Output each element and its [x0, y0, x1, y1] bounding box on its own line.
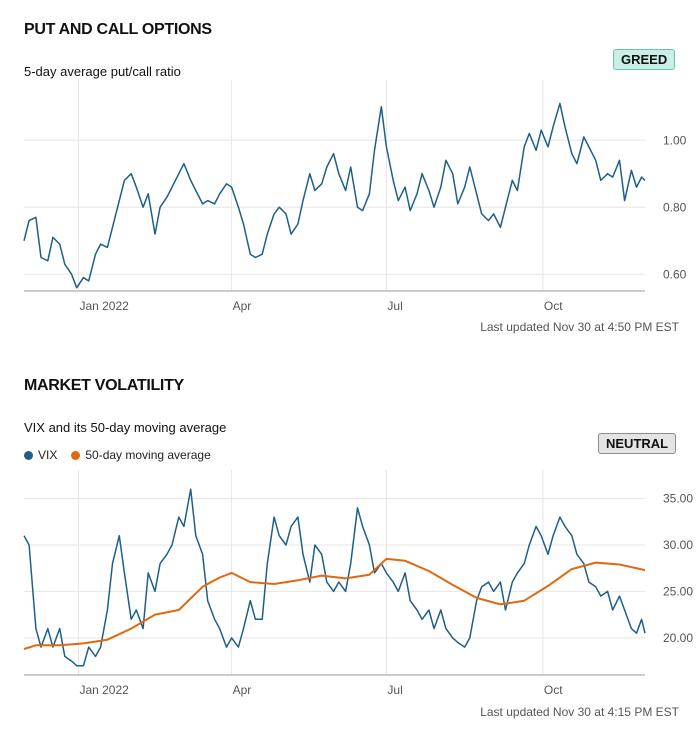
volatility-y-tick-label: 30.00	[663, 538, 693, 552]
legend-dot-moving-average	[71, 450, 81, 460]
put-call-x-tick-label: Apr	[233, 299, 252, 313]
neutral-badge: NEUTRAL	[598, 433, 677, 454]
put-call-x-tick-label: Jul	[387, 299, 402, 313]
legend-dot-vix	[24, 450, 33, 460]
volatility-x-tick-label: Apr	[233, 683, 252, 697]
volatility-chart: 20.00 25.00 30.00 35.00 Jan 2022 Apr Jul Oct	[23, 470, 693, 697]
volatility-subtitle: VIX and its 50-day moving average	[24, 420, 227, 435]
legend-item-moving-average: 50-day moving average	[71, 448, 211, 462]
volatility-x-tick-label: Jul	[387, 683, 402, 697]
volatility-series-line-vix	[23, 488, 646, 667]
volatility-series-line-50-day-moving-average	[23, 557, 646, 650]
legend-item-vix: VIX	[24, 448, 57, 462]
put-call-section-title: PUT AND CALL OPTIONS	[24, 21, 212, 38]
volatility-y-tick-label: 25.00	[663, 584, 693, 598]
put-call-chart: 0.60 0.80 1.00 Jan 2022 Apr Jul Oct	[23, 80, 687, 313]
volatility-y-tick-label: 20.00	[663, 631, 693, 645]
legend-label-vix: VIX	[38, 448, 58, 462]
volatility-section-title: MARKET VOLATILITY	[24, 377, 184, 394]
put-call-last-updated: Last updated Nov 30 at 4:50 PM EST	[480, 320, 679, 334]
put-call-x-tick-label: Oct	[544, 299, 563, 313]
volatility-last-updated: Last updated Nov 30 at 4:15 PM EST	[480, 705, 679, 719]
put-call-series-line-0	[23, 102, 646, 289]
put-call-subtitle: 5-day average put/call ratio	[24, 64, 181, 79]
put-call-y-tick-label: 1.00	[663, 133, 687, 147]
put-call-y-tick-label: 0.60	[663, 267, 687, 281]
volatility-x-tick-label: Oct	[544, 683, 563, 697]
legend-label-moving-average: 50-day moving average	[85, 448, 211, 462]
greed-badge: GREED	[613, 49, 676, 70]
put-call-y-tick-label: 0.80	[663, 200, 687, 214]
put-call-x-tick-label: Jan 2022	[79, 299, 129, 313]
volatility-x-tick-label: Jan 2022	[79, 683, 129, 697]
volatility-legend: VIX 50-day moving average	[24, 448, 211, 462]
volatility-y-tick-label: 35.00	[663, 492, 693, 506]
